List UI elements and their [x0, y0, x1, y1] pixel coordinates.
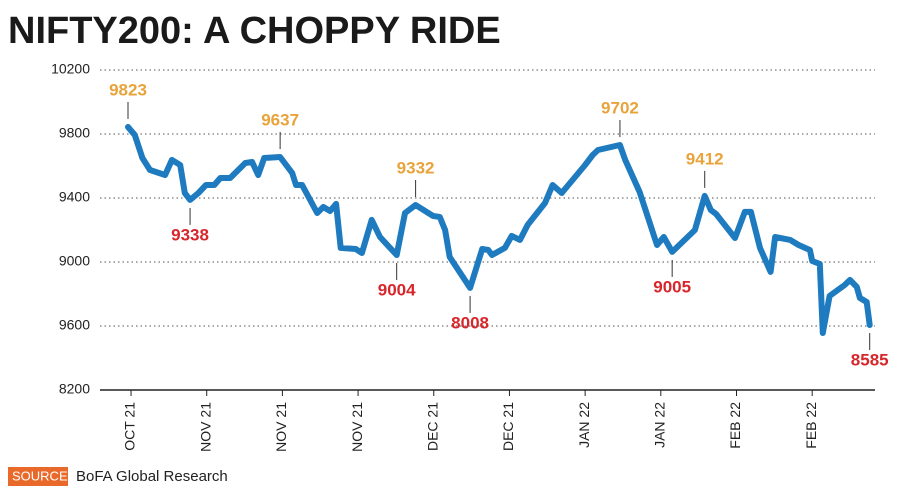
x-tick-label: NOV 21 — [273, 402, 289, 452]
x-tick-label: NOV 21 — [349, 402, 365, 452]
annotation: 8008 — [451, 313, 489, 332]
x-tick-label: FEB 22 — [727, 402, 743, 449]
annotation: 9004 — [378, 280, 416, 299]
y-tick-label: 9800 — [59, 125, 90, 141]
source-tag-bg — [8, 467, 68, 486]
source: BoFA Global Research — [76, 468, 228, 485]
annotation: 9005 — [653, 277, 691, 296]
annotation: 9332 — [397, 159, 435, 178]
annotation: 9637 — [261, 111, 299, 130]
annotation: 9702 — [601, 99, 639, 118]
y-tick-label: 9400 — [59, 189, 90, 205]
x-tick-label: DEC 21 — [500, 402, 516, 451]
y-tick-label: 8200 — [59, 381, 90, 397]
line — [125, 124, 873, 336]
x-tick-label: NOV 21 — [197, 402, 213, 452]
x-tick-label: FEB 22 — [803, 402, 819, 449]
source-tag: SOURCE — [12, 468, 68, 483]
x-tick-label: DEC 21 — [424, 402, 440, 451]
annotation: 9412 — [686, 149, 724, 168]
y-tick-label: 9000 — [59, 253, 90, 269]
y-tick-label: 10200 — [51, 61, 90, 77]
x-tick-label: JAN 22 — [576, 402, 592, 448]
x-tick-label: OCT 21 — [122, 402, 138, 451]
x-tick-label: JAN 22 — [652, 402, 668, 448]
annotation: 8585 — [851, 351, 889, 370]
y-tick-label: 9600 — [59, 317, 90, 333]
chart-title: NIFTY200: A CHOPPY RIDE — [8, 10, 501, 52]
annotation: 9338 — [171, 225, 209, 244]
annotation: 9823 — [109, 80, 147, 99]
